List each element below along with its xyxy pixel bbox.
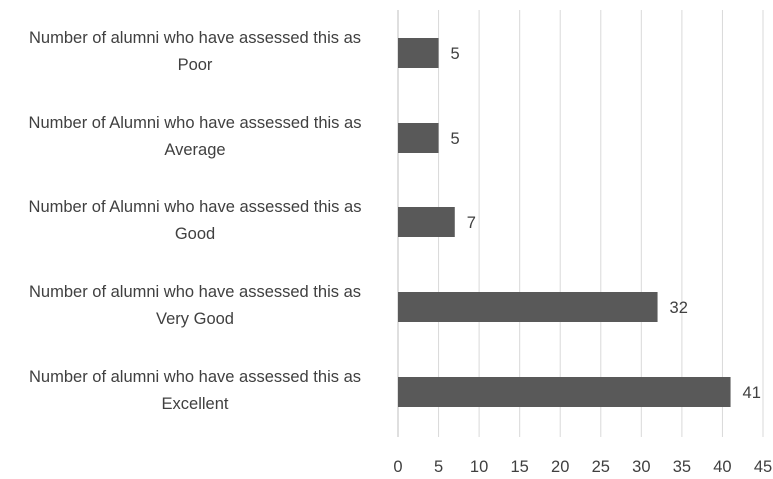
bar <box>398 207 455 237</box>
category-labels: Number of alumni who have assessed this … <box>29 29 362 413</box>
x-tick-label: 0 <box>393 458 402 476</box>
x-tick-label: 35 <box>673 458 691 476</box>
bar <box>398 377 731 407</box>
x-tick-label: 10 <box>470 458 488 476</box>
x-tick-labels: 0 5 10 15 20 25 30 35 40 45 <box>393 458 772 476</box>
x-tick-label: 20 <box>551 458 569 476</box>
category-label: Number of Alumni who have assessed this … <box>29 198 362 243</box>
x-tick-label: 45 <box>754 458 772 476</box>
bar <box>398 292 658 322</box>
x-tick-label: 15 <box>510 458 528 476</box>
bar-data-label: 5 <box>451 130 460 148</box>
category-label: Number of Alumni who have assessed this … <box>29 114 362 159</box>
category-label: Number of alumni who have assessed this … <box>29 368 361 413</box>
bar <box>398 38 439 68</box>
x-tick-label: 40 <box>713 458 731 476</box>
category-label: Number of alumni who have assessed this … <box>29 283 361 328</box>
x-tick-label: 30 <box>632 458 650 476</box>
bar-data-label: 7 <box>467 214 476 232</box>
bars: 5 5 7 32 41 <box>398 38 761 407</box>
x-tick-label: 5 <box>434 458 443 476</box>
bar <box>398 123 439 153</box>
bar-data-label: 41 <box>743 384 761 402</box>
gridlines <box>439 10 763 437</box>
category-label: Number of alumni who have assessed this … <box>29 29 361 74</box>
x-tick-label: 25 <box>592 458 610 476</box>
bar-data-label: 32 <box>670 299 688 317</box>
bar-data-label: 5 <box>451 45 460 63</box>
